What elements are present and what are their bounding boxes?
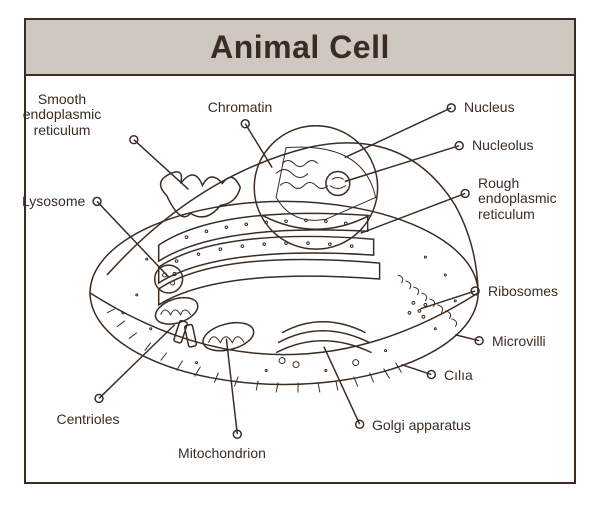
leader-mitochondrion (226, 339, 237, 435)
label-cilia: Cılıa (444, 368, 473, 383)
label-mitochondrion: Mitochondrion (178, 446, 266, 461)
leader-nucleus (345, 108, 451, 158)
leader-golgi (324, 347, 360, 425)
label-ribosomes: Ribosomes (488, 284, 558, 299)
label-lysosome: Lysosome (22, 194, 85, 209)
dot-smooth-er (130, 136, 138, 144)
dot-ribosomes (471, 287, 479, 295)
leader-nucleolus (345, 146, 459, 182)
label-centrioles: Centrioles (56, 412, 119, 427)
diagram-frame: Animal Cell (24, 18, 576, 484)
leader-lysosome (97, 201, 169, 277)
label-smooth-er: Smooth endoplasmic reticulum (23, 92, 102, 138)
label-golgi: Golgi apparatus (372, 418, 471, 433)
label-microvilli: Microvilli (492, 334, 546, 349)
diagram-title: Animal Cell (210, 29, 390, 66)
leader-rough-er (361, 193, 465, 233)
label-nucleus: Nucleus (464, 100, 515, 115)
leader-smooth-er (134, 140, 189, 190)
leader-ribosomes (420, 291, 475, 309)
leader-chromatin (245, 124, 272, 168)
diagram-canvas: Smooth endoplasmic reticulum Chromatin Nuc… (26, 76, 574, 482)
dot-cilia (427, 371, 435, 379)
label-chromatin: Chromatin (208, 100, 273, 115)
label-rough-er: Rough endoplasmic reticulum (478, 176, 557, 222)
label-nucleolus: Nucleolus (472, 138, 533, 153)
title-bar: Animal Cell (26, 20, 574, 76)
leader-centrioles (99, 325, 175, 399)
